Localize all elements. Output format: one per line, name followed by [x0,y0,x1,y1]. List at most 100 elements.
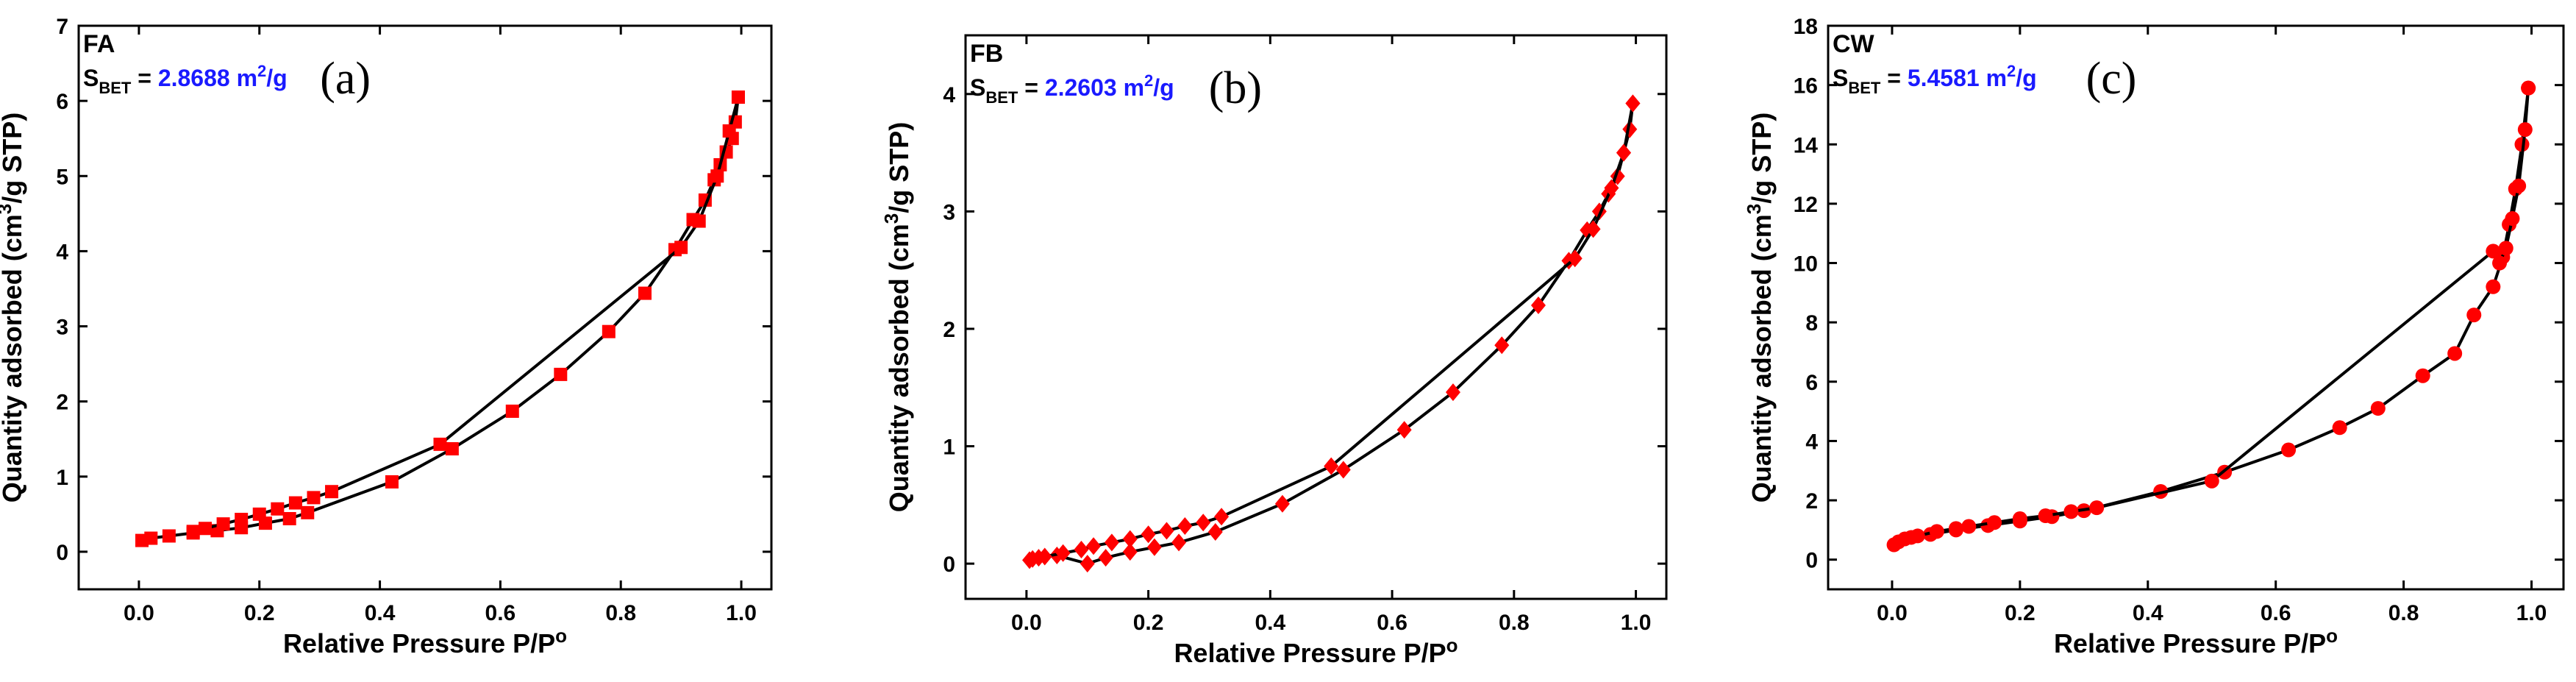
y-tick-label: 6 [1805,371,1818,395]
data-point-desorption [1948,521,1963,536]
data-point-desorption [1987,515,2002,530]
plot-frame [964,34,1668,600]
sbet-symbol: S [1833,65,1848,91]
data-point-desorption [1122,530,1138,548]
data-point-desorption [1604,179,1619,197]
data-point-adsorption [1171,533,1187,552]
sbet-subscript: BET [985,88,1018,107]
series-line-adsorption [141,96,740,542]
data-point-adsorption [2466,308,2482,323]
data-point-desorption [1929,524,1944,539]
sbet-equals: = [1880,65,1907,91]
sbet-annotation: SBET = 5.4581 m2/g [1833,62,2037,97]
data-point-desorption [731,90,745,104]
data-point-desorption [2486,244,2501,259]
data-point-desorption [1897,531,1913,547]
y-axis-title-tail: /g STP) [0,113,27,204]
data-point-adsorption [1080,555,1095,573]
x-axis-title-main: Relative Pressure P/P [283,628,555,658]
x-tick-label: 0.4 [2133,601,2163,625]
data-point-desorption [2511,178,2527,193]
x-tick-label: 0.8 [1499,611,1530,635]
x-axis-title-superscript: o [555,625,567,647]
series-line-desorption [1032,103,1635,561]
panel-label: (a) [320,54,371,104]
series-line-desorption [193,96,740,533]
y-tick-label: 6 [56,90,68,114]
data-point-desorption [2038,508,2053,524]
data-point-adsorption [1274,494,1290,513]
data-point-adsorption [1146,538,1162,556]
x-tick-label: 1.0 [726,601,757,625]
data-point-desorption [1214,508,1230,526]
sbet-equals: = [1018,74,1044,101]
data-point-desorption [1616,143,1631,162]
y-tick-label: 2 [1805,489,1818,514]
data-point-desorption [1025,550,1041,568]
data-point-adsorption [2281,442,2297,458]
data-point-desorption [2012,511,2027,527]
data-point-desorption [252,507,266,521]
data-point-desorption [1104,533,1119,552]
y-axis-title: Quantity adsorbed (cm3/g STP) [0,113,27,503]
y-tick-label: 4 [943,83,955,107]
data-point-adsorption [2332,420,2347,436]
y-axis-title-tail: /g STP) [884,122,914,213]
y-axis-title: Quantity adsorbed (cm3/g STP) [880,122,914,513]
data-point-desorption [1324,457,1339,475]
x-tick-label: 0.4 [365,601,396,625]
panel-label: (b) [1209,63,1262,113]
data-point-desorption [674,241,688,255]
data-point-adsorption [2415,368,2430,383]
y-axis-title-superscript: 3 [0,204,15,214]
data-point-adsorption [301,505,315,519]
data-point-desorption [235,513,249,527]
data-point-desorption [325,485,339,499]
chart-panel-fb: 0.0 0.2 0.4 0.6 0.8 1.0 0 1 2 3 4 Relative Pressure… [880,34,1668,668]
y-tick-label: 16 [1794,74,1818,99]
sbet-value: 5.4581 m [1908,65,2007,91]
x-tick-label: 0.0 [1877,601,1908,625]
x-tick-label: 0.2 [1133,611,1164,635]
data-point-desorption [722,124,736,138]
x-tick-label: 1.0 [1621,611,1652,635]
data-point-desorption [2521,80,2536,96]
data-point-desorption [2204,473,2219,489]
data-point-adsorption [554,367,568,381]
sbet-unit-tail: /g [266,65,287,91]
y-axis-title-main: Quantity adsorbed (cm [884,224,914,512]
data-point-desorption [288,496,302,510]
sbet-value: 2.8688 m [158,65,257,91]
x-tick-label: 1.0 [2516,601,2547,625]
data-point-desorption [1159,522,1174,540]
data-point-desorption [2498,241,2513,256]
data-point-desorption [1086,537,1102,555]
x-tick-label: 0.6 [1377,611,1407,635]
y-axis-title: Quantity adsorbed (cm3/g STP) [1743,113,1777,503]
y-axis-title-tail: /g STP) [1747,113,1777,204]
sbet-annotation: SBET = 2.8688 m2/g [83,62,288,97]
y-tick-label: 4 [1805,430,1818,454]
data-point-adsorption [144,531,158,545]
sbet-equals: = [131,65,157,91]
y-tick-label: 14 [1794,133,1819,157]
data-point-desorption [692,214,706,228]
sbet-unit-superscript: 2 [2007,62,2016,80]
plot-frame [1827,24,2565,591]
y-tick-label: 3 [943,200,955,224]
y-tick-label: 18 [1794,15,1818,39]
data-point-adsorption [1494,336,1510,355]
data-point-adsorption [1335,461,1351,479]
x-tick-label: 0.0 [1011,611,1042,635]
x-axis-title-superscript: o [1446,634,1458,656]
sbet-symbol: S [83,65,99,91]
data-point-adsorption [1122,543,1138,561]
y-axis-title-main: Quantity adsorbed (cm [1747,214,1777,502]
data-point-desorption [433,437,447,451]
y-tick-label: 4 [56,240,68,264]
data-point-adsorption [2514,137,2530,152]
x-tick-label: 0.8 [2388,601,2419,625]
data-point-desorption [1141,525,1156,544]
x-axis-title: Relative Pressure P/Po [1174,634,1458,668]
